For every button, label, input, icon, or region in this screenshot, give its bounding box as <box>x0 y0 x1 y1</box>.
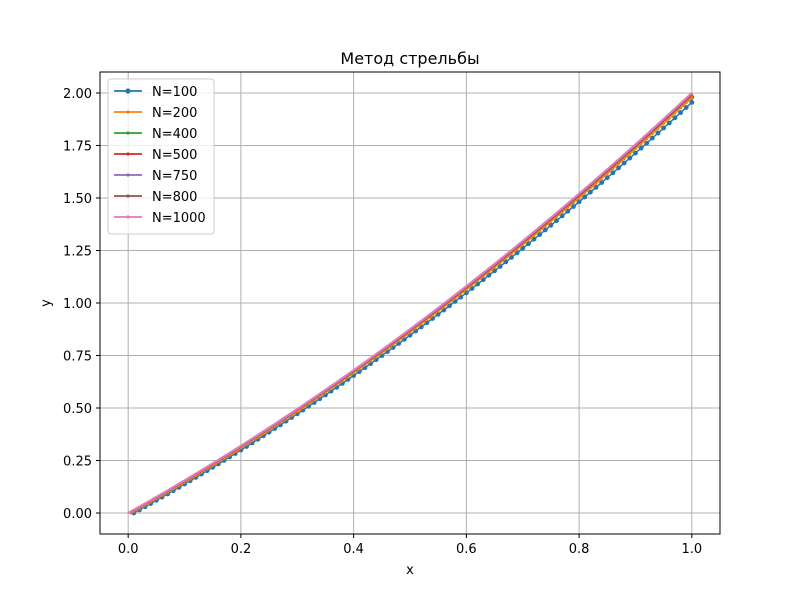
series-layer <box>127 92 695 516</box>
grid-layer <box>100 72 720 534</box>
data-point <box>587 189 593 195</box>
x-tick-label: 0.4 <box>343 542 364 557</box>
data-point <box>469 286 475 291</box>
x-axis-label: x <box>406 563 414 578</box>
data-point <box>514 250 520 256</box>
legend-label: N=1000 <box>152 211 206 226</box>
x-tick-label: 0.2 <box>231 542 252 557</box>
y-tick-label: 1.00 <box>63 297 92 312</box>
y-tick-label: 1.50 <box>63 192 92 207</box>
chart-title: Метод стрельбы <box>340 49 479 68</box>
series-n-1000 <box>127 92 693 514</box>
data-point <box>582 194 588 200</box>
data-point <box>644 140 650 146</box>
y-tick-label: 0.75 <box>63 350 92 365</box>
data-point <box>593 184 599 190</box>
data-point <box>492 268 497 274</box>
legend-swatch-marker <box>126 173 130 177</box>
legend-swatch-marker <box>126 194 130 198</box>
legend-swatch-marker <box>125 88 131 94</box>
data-point <box>525 241 531 247</box>
y-tick-label: 0.00 <box>63 507 92 522</box>
legend-swatch-marker <box>126 110 130 114</box>
data-point <box>621 160 627 166</box>
tick-layer: 0.0 0.2 0.4 0.6 0.8 1.0 0.00 0.25 0.50 0.75 1.00 1.… <box>63 87 702 557</box>
data-point <box>424 320 430 326</box>
y-tick-label: 2.00 <box>63 87 92 102</box>
data-point <box>520 245 526 251</box>
legend: N=100 N=200 N=400 N=500 N=750 N=800 N=1000 <box>107 78 215 235</box>
series-line <box>127 92 693 514</box>
legend-label: N=750 <box>152 169 197 184</box>
data-point <box>666 120 672 126</box>
data-point <box>633 150 638 156</box>
data-point <box>418 324 424 330</box>
data-point <box>672 115 678 121</box>
data-point <box>616 165 621 171</box>
legend-label: N=800 <box>152 190 197 205</box>
x-tick-label: 0.6 <box>456 542 477 557</box>
data-point <box>661 125 667 131</box>
legend-label: N=400 <box>152 127 197 142</box>
data-point <box>638 145 644 151</box>
data-point <box>554 218 559 224</box>
data-point <box>548 222 554 228</box>
data-point <box>463 290 469 296</box>
data-point <box>655 130 661 136</box>
data-point <box>447 303 452 309</box>
x-tick-label: 1.0 <box>681 542 702 557</box>
legend-label: N=200 <box>152 106 197 121</box>
data-point <box>559 213 565 219</box>
data-point <box>599 180 605 185</box>
x-tick-label: 0.8 <box>569 542 590 557</box>
x-tick-label: 0.0 <box>118 542 139 557</box>
data-point <box>649 135 655 141</box>
data-point <box>435 311 441 317</box>
data-point <box>610 170 616 176</box>
data-point <box>576 199 582 205</box>
y-tick-label: 0.25 <box>63 455 92 470</box>
legend-label: N=500 <box>152 148 197 163</box>
data-point <box>565 208 571 214</box>
data-point <box>458 294 464 300</box>
data-point <box>430 316 435 321</box>
data-point <box>497 263 503 269</box>
y-axis-label: y <box>39 299 54 307</box>
data-point <box>486 272 492 278</box>
data-point <box>571 204 576 209</box>
data-point <box>452 299 458 304</box>
data-point <box>678 110 683 116</box>
data-point <box>441 307 447 313</box>
legend-swatch-marker <box>126 131 130 135</box>
y-tick-label: 1.25 <box>63 245 92 260</box>
data-point <box>509 254 514 260</box>
data-point <box>627 155 633 161</box>
data-point <box>683 105 689 110</box>
y-tick-label: 1.75 <box>63 140 92 155</box>
data-point <box>475 281 481 287</box>
data-point <box>604 175 610 181</box>
legend-swatch-marker <box>126 215 130 219</box>
legend-label: N=100 <box>152 85 197 100</box>
data-point <box>537 232 543 237</box>
data-point <box>689 99 695 105</box>
legend-swatch-marker <box>126 152 130 156</box>
data-point <box>480 277 486 283</box>
data-point <box>531 236 537 242</box>
y-tick-label: 0.50 <box>63 402 92 417</box>
data-point <box>542 227 548 233</box>
data-point <box>503 259 509 265</box>
